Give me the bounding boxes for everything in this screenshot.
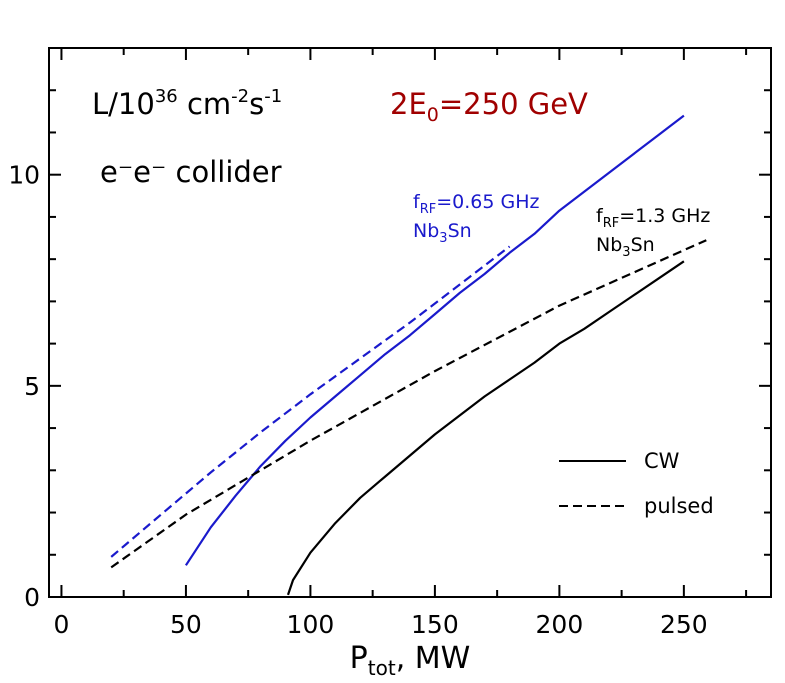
- black-material-label: Nb3Sn: [596, 234, 655, 260]
- blue-material-label: Nb3Sn: [413, 220, 472, 246]
- x-tick-label: 0: [53, 610, 69, 639]
- x-tick-label: 100: [287, 610, 335, 639]
- plot-frame: [48, 47, 772, 598]
- legend-pulsed-label: pulsed: [644, 494, 714, 518]
- luminosity-label: L/1036 cm-2s-1: [92, 86, 282, 121]
- energy-label: 2E0=250 GeV: [390, 87, 588, 126]
- x-tick-label: 150: [411, 610, 459, 639]
- y-tick-label: 0: [24, 583, 40, 612]
- tick-labels: 0 50 100 150 200 250 0 5 10: [8, 161, 708, 639]
- y-tick-label: 5: [24, 372, 40, 401]
- axis-ticks: [49, 47, 771, 598]
- y-tick-label: 10: [8, 161, 40, 190]
- x-axis-title: Ptot, MW: [350, 641, 471, 680]
- series-line-0: [184, 114, 685, 566]
- series-line-2: [286, 260, 685, 596]
- legend-cw-label: CW: [644, 449, 680, 473]
- legend: CW pulsed: [559, 449, 714, 518]
- x-tick-label: 250: [660, 610, 708, 639]
- collider-label: e⁻e⁻ collider: [100, 155, 282, 189]
- series-line-1: [110, 245, 511, 558]
- x-tick-label: 50: [170, 610, 202, 639]
- series-line-3: [110, 239, 707, 569]
- series-layer: [110, 114, 707, 596]
- x-tick-label: 200: [536, 610, 584, 639]
- blue-frequency-label: fRF=0.65 GHz: [413, 191, 539, 217]
- black-frequency-label: fRF=1.3 GHz: [596, 205, 710, 231]
